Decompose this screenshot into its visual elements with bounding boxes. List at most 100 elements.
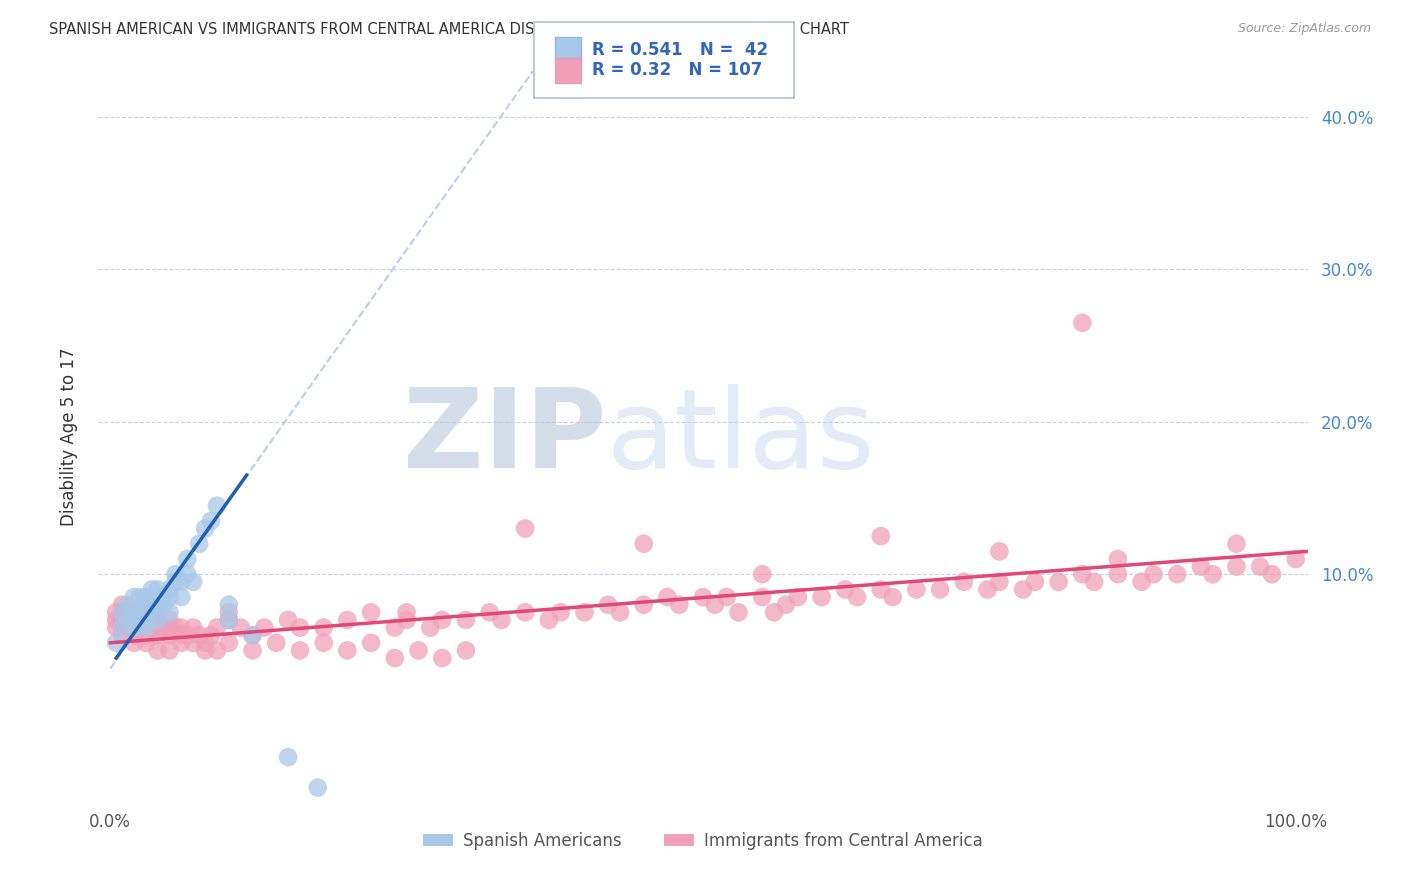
Point <box>763 605 786 619</box>
Point <box>117 621 139 635</box>
Point <box>834 582 856 597</box>
Point <box>117 605 139 619</box>
Point <box>111 598 134 612</box>
Point <box>668 598 690 612</box>
Point <box>141 605 163 619</box>
Point <box>218 598 240 612</box>
Point <box>146 621 169 635</box>
Point <box>122 613 145 627</box>
Point <box>1225 559 1247 574</box>
Point <box>633 598 655 612</box>
Point <box>122 605 145 619</box>
Point <box>952 574 974 589</box>
Point <box>988 544 1011 558</box>
Point <box>146 628 169 642</box>
Point <box>165 621 187 635</box>
Point <box>159 628 181 642</box>
Point <box>135 628 157 642</box>
Point <box>1071 567 1094 582</box>
Point <box>218 636 240 650</box>
Point <box>727 605 749 619</box>
Point <box>176 628 198 642</box>
Point <box>165 574 187 589</box>
Point <box>633 537 655 551</box>
Point <box>205 621 228 635</box>
Point <box>395 613 418 627</box>
Point <box>122 636 145 650</box>
Point <box>360 605 382 619</box>
Point <box>188 537 211 551</box>
Point <box>129 590 152 604</box>
Point <box>141 613 163 627</box>
Point <box>1130 574 1153 589</box>
Point <box>277 613 299 627</box>
Point <box>775 598 797 612</box>
Point <box>159 613 181 627</box>
Point <box>135 613 157 627</box>
Point <box>105 613 128 627</box>
Point <box>537 613 560 627</box>
Point <box>1249 559 1271 574</box>
Point <box>478 605 501 619</box>
Point <box>384 651 406 665</box>
Point <box>751 567 773 582</box>
Point <box>491 613 513 627</box>
Point <box>176 567 198 582</box>
Point <box>786 590 808 604</box>
Point <box>1142 567 1164 582</box>
Text: ZIP: ZIP <box>404 384 606 491</box>
Point <box>288 643 311 657</box>
Point <box>135 613 157 627</box>
Point <box>1225 537 1247 551</box>
Point <box>170 574 193 589</box>
Point <box>111 605 134 619</box>
Point <box>111 621 134 635</box>
Point <box>170 628 193 642</box>
Point <box>200 628 222 642</box>
Text: SPANISH AMERICAN VS IMMIGRANTS FROM CENTRAL AMERICA DISABILITY AGE 5 TO 17 CORRE: SPANISH AMERICAN VS IMMIGRANTS FROM CENT… <box>49 22 849 37</box>
Point <box>135 590 157 604</box>
Point <box>1107 552 1129 566</box>
Point <box>170 636 193 650</box>
Point <box>194 636 217 650</box>
Point <box>129 613 152 627</box>
Point <box>141 621 163 635</box>
Point <box>229 621 252 635</box>
Point <box>277 750 299 764</box>
Point <box>1107 567 1129 582</box>
Point <box>152 621 174 635</box>
Point <box>846 590 869 604</box>
Point <box>122 605 145 619</box>
Point <box>288 621 311 635</box>
Point <box>176 552 198 566</box>
Point <box>129 605 152 619</box>
Point <box>141 598 163 612</box>
Point <box>135 621 157 635</box>
Point <box>550 605 572 619</box>
Point <box>117 613 139 627</box>
Point <box>205 499 228 513</box>
Point <box>454 613 477 627</box>
Point <box>432 651 454 665</box>
Point <box>129 613 152 627</box>
Point <box>194 521 217 535</box>
Point <box>360 636 382 650</box>
Point <box>159 621 181 635</box>
Point <box>117 598 139 612</box>
Point <box>1166 567 1188 582</box>
Point <box>141 582 163 597</box>
Point <box>810 590 832 604</box>
Point <box>159 582 181 597</box>
Point <box>111 628 134 642</box>
Point <box>170 590 193 604</box>
Point <box>657 590 679 604</box>
Point <box>218 605 240 619</box>
Text: Source: ZipAtlas.com: Source: ZipAtlas.com <box>1237 22 1371 36</box>
Point <box>152 590 174 604</box>
Point <box>105 605 128 619</box>
Point <box>135 605 157 619</box>
Point <box>146 613 169 627</box>
Point <box>117 613 139 627</box>
Point <box>1024 574 1046 589</box>
Point <box>1189 559 1212 574</box>
